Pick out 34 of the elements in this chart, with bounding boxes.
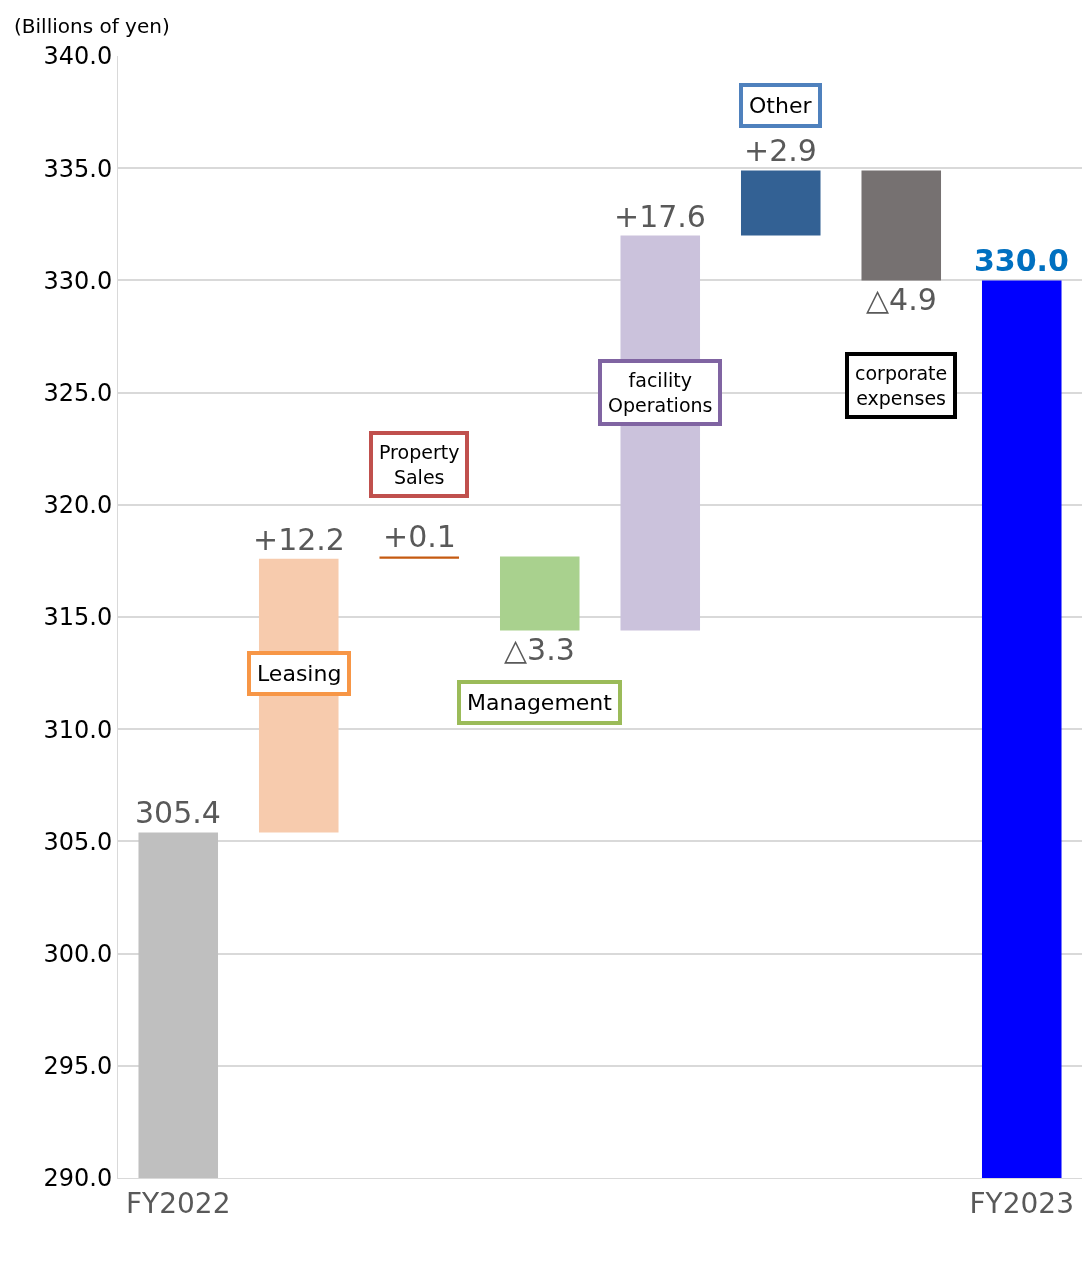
data-label: +0.1 bbox=[383, 519, 456, 554]
data-label: 330.0 bbox=[974, 243, 1069, 278]
annotation: Other bbox=[749, 93, 813, 118]
bar bbox=[379, 556, 460, 559]
annotation: facility Operations bbox=[608, 369, 713, 416]
y-tick-label: 315.0 bbox=[43, 603, 113, 632]
data-label: +2.9 bbox=[744, 133, 817, 168]
y-tick-label: 325.0 bbox=[43, 379, 113, 407]
annotation: Leasing bbox=[257, 661, 342, 686]
data-label: △3.3 bbox=[504, 632, 575, 667]
x-tick-label: FY2022 bbox=[126, 1186, 231, 1220]
bar bbox=[861, 170, 942, 281]
y-tick-label: 300.0 bbox=[43, 940, 113, 968]
data-label: +12.2 bbox=[253, 522, 345, 557]
y-tick-label: 335.0 bbox=[43, 154, 113, 183]
y-tick-label: 340.0 bbox=[43, 42, 113, 71]
y-tick-label: 310.0 bbox=[43, 715, 113, 744]
y-tick-label: 290.0 bbox=[43, 1164, 113, 1193]
y-tick-label: 305.0 bbox=[43, 827, 113, 856]
bar bbox=[138, 832, 219, 1178]
y-tick-label: 295.0 bbox=[43, 1052, 113, 1081]
bar bbox=[499, 556, 580, 631]
y-axis-title: (Billions of yen) bbox=[14, 14, 170, 38]
annotation: Management bbox=[467, 690, 613, 715]
y-tick-label: 320.0 bbox=[43, 491, 113, 520]
data-label: 305.4 bbox=[135, 795, 221, 830]
data-label: △4.9 bbox=[866, 282, 937, 317]
data-label: +17.6 bbox=[614, 199, 706, 234]
bar bbox=[740, 170, 821, 236]
x-tick-label: FY2023 bbox=[969, 1186, 1074, 1220]
annotation: corporate expenses bbox=[855, 362, 948, 409]
annotation: Property Sales bbox=[379, 441, 460, 488]
y-tick-label: 330.0 bbox=[43, 266, 113, 295]
bar bbox=[981, 280, 1062, 1178]
